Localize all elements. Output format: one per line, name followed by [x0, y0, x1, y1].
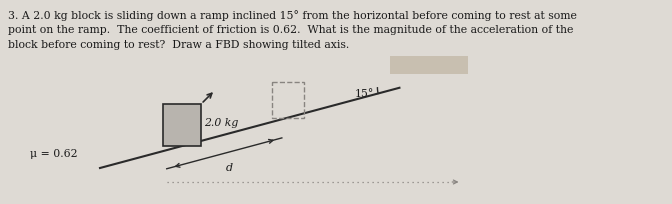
Bar	[163, 104, 201, 146]
Text: 15°: 15°	[355, 89, 374, 99]
Bar	[390, 56, 468, 74]
Text: μ = 0.62: μ = 0.62	[30, 149, 78, 159]
Text: 2.0 kg: 2.0 kg	[204, 118, 239, 128]
Bar	[272, 82, 304, 118]
Text: 3. A 2.0 kg block is sliding down a ramp inclined 15° from the horizontal before: 3. A 2.0 kg block is sliding down a ramp…	[8, 10, 577, 50]
Text: d: d	[226, 163, 233, 173]
